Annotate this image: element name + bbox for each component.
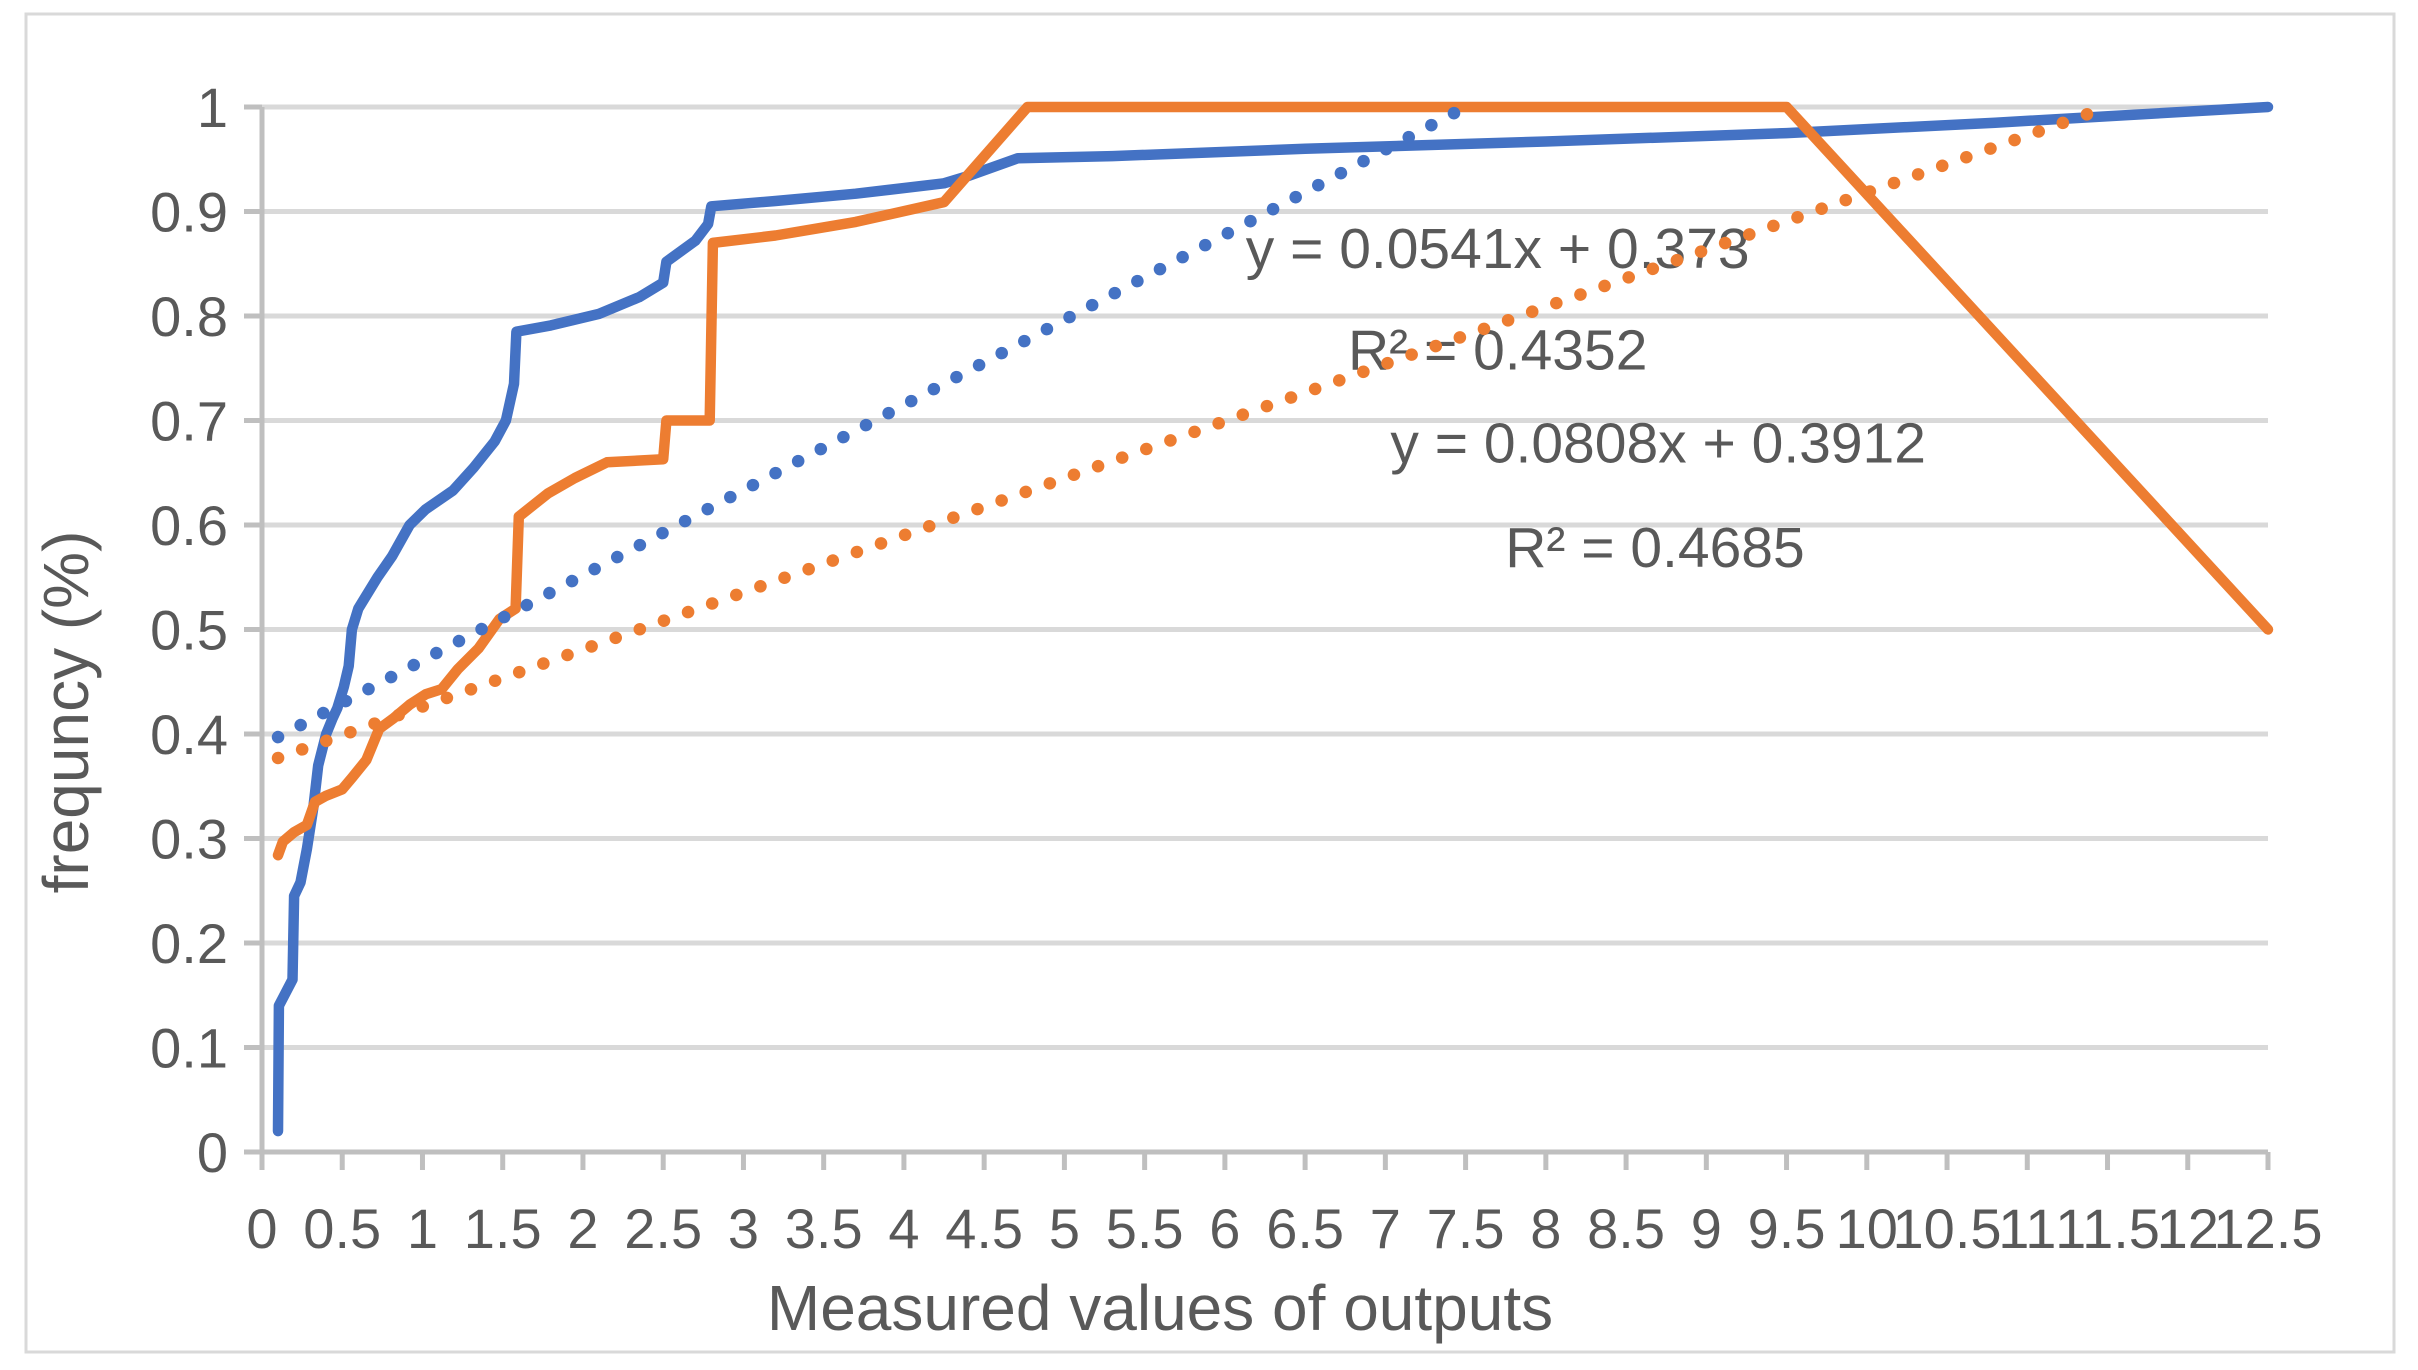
y-tick-label-1: 1 — [197, 76, 228, 139]
x-tick-label-10.5: 10.5 — [1893, 1197, 2002, 1260]
y-tick-label-0.2: 0.2 — [150, 912, 228, 975]
x-tick-label-5: 5 — [1049, 1197, 1080, 1260]
x-tick-label-3.5: 3.5 — [785, 1197, 863, 1260]
axes — [244, 107, 2271, 1170]
x-tick-label-4.5: 4.5 — [945, 1197, 1023, 1260]
series-path-orange-cumulative-curve — [272, 101, 2274, 861]
y-axis-title: frequncy (%) — [30, 531, 102, 894]
x-tick-label-11.5: 11.5 — [2055, 1197, 2160, 1260]
x-tick-label-0.5: 0.5 — [303, 1197, 381, 1260]
x-tick-label-1.5: 1.5 — [464, 1197, 542, 1260]
x-tick-label-10: 10 — [1836, 1197, 1898, 1260]
x-tick-label-5.5: 5.5 — [1106, 1197, 1184, 1260]
series-lines — [271, 100, 2274, 1137]
x-tick-label-7: 7 — [1370, 1197, 1401, 1260]
y-tick-label-0.4: 0.4 — [150, 703, 228, 766]
trendline-equations: y = 0.0541x + 0.373 R² = 0.4352 y = 0.0808… — [1246, 217, 1926, 580]
x-tick-label-9.5: 9.5 — [1748, 1197, 1826, 1260]
x-tick-label-0: 0 — [246, 1197, 277, 1260]
series-path-blue-linear-trendline — [271, 100, 1472, 744]
series-path-orange-linear-trendline — [271, 100, 2114, 765]
y-tick-label-0: 0 — [197, 1121, 228, 1184]
tick-labels: 0 0.5 1 1.5 2 2.5 3 3.5 4 4.5 5 5.5 6 6.5 7 7.5 8 8.5 9 9.5… — [150, 76, 2322, 1260]
x-tick-label-8: 8 — [1530, 1197, 1561, 1260]
x-tick-label-4: 4 — [888, 1197, 919, 1260]
x-tick-label-12: 12 — [2157, 1197, 2219, 1260]
x-tick-label-12.5: 12.5 — [2214, 1197, 2323, 1260]
x-tick-label-6.5: 6.5 — [1266, 1197, 1344, 1260]
y-tick-label-0.1: 0.1 — [150, 1017, 228, 1080]
annotation-line-2: R² = 0.4352 — [1348, 318, 1647, 382]
x-tick-label-3: 3 — [728, 1197, 759, 1260]
annotation-line-1: y = 0.0541x + 0.373 — [1246, 217, 1750, 281]
y-tick-label-0.5: 0.5 — [150, 599, 228, 662]
x-tick-label-2.5: 2.5 — [624, 1197, 702, 1260]
chart-border — [24, 12, 2396, 1354]
x-tick-label-8.5: 8.5 — [1587, 1197, 1665, 1260]
y-tick-label-0.7: 0.7 — [150, 390, 228, 453]
x-tick-label-6: 6 — [1209, 1197, 1240, 1260]
y-tick-label-0.9: 0.9 — [150, 181, 228, 244]
y-tick-label-0.3: 0.3 — [150, 808, 228, 871]
annotation-line-3: y = 0.0808x + 0.3912 — [1390, 411, 1926, 475]
x-tick-label-7.5: 7.5 — [1427, 1197, 1505, 1260]
x-axis-title: Measured values of outputs — [767, 1272, 1553, 1344]
x-tick-label-11: 11 — [1998, 1197, 2056, 1260]
y-tick-label-0.8: 0.8 — [150, 285, 228, 348]
x-tick-label-9: 9 — [1691, 1197, 1722, 1260]
x-tick-label-2: 2 — [567, 1197, 598, 1260]
annotation-line-4: R² = 0.4685 — [1505, 516, 1804, 580]
x-tick-label-1: 1 — [407, 1197, 438, 1260]
y-tick-label-0.6: 0.6 — [150, 494, 228, 557]
